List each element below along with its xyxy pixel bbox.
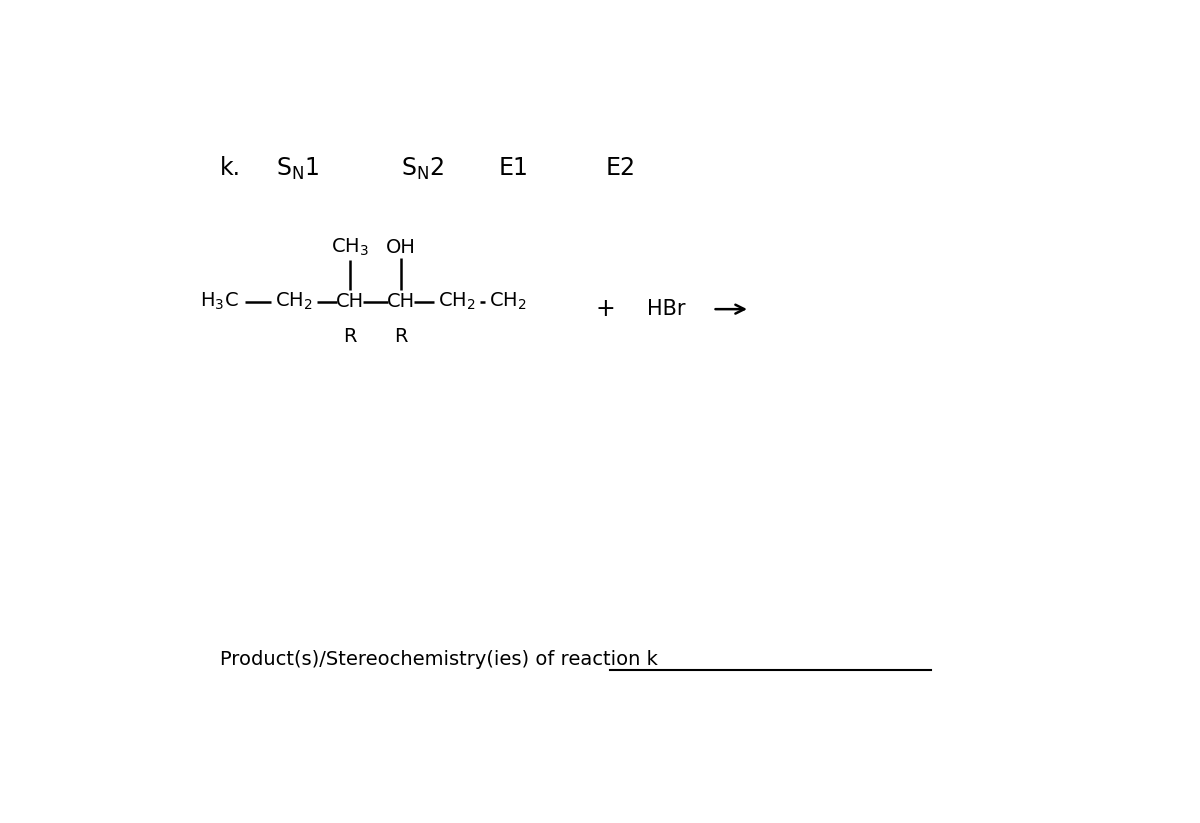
Text: H$_3$C: H$_3$C — [200, 291, 239, 312]
Text: S$_\mathrm{N}$2: S$_\mathrm{N}$2 — [401, 156, 444, 182]
Text: CH$_2$: CH$_2$ — [275, 291, 313, 312]
Text: CH$_2$: CH$_2$ — [490, 291, 527, 312]
Text: +: + — [596, 297, 616, 321]
Text: R: R — [343, 327, 356, 346]
Text: E2: E2 — [606, 156, 636, 180]
Text: OH: OH — [386, 238, 416, 257]
Text: S$_\mathrm{N}$1: S$_\mathrm{N}$1 — [276, 156, 319, 182]
Text: k.: k. — [220, 156, 241, 180]
Text: Product(s)/Stereochemistry(ies) of reaction k: Product(s)/Stereochemistry(ies) of react… — [220, 650, 658, 669]
Text: CH$_3$: CH$_3$ — [331, 237, 368, 258]
Text: HBr: HBr — [647, 299, 685, 319]
Text: CH$_2$: CH$_2$ — [438, 291, 475, 312]
Text: R: R — [395, 327, 408, 346]
Text: CH: CH — [336, 292, 364, 311]
Text: CH: CH — [388, 292, 415, 311]
Text: E1: E1 — [499, 156, 529, 180]
